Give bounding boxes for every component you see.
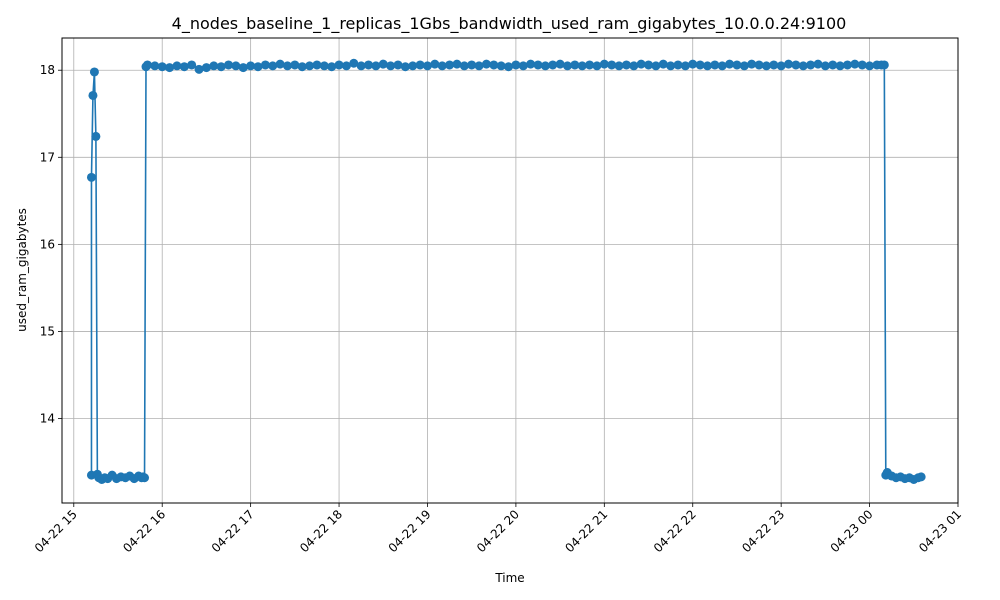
y-tick-label: 18: [40, 63, 55, 77]
data-point: [91, 132, 100, 141]
x-tick-label: 04-22 23: [739, 507, 787, 555]
x-tick-label: 04-22 21: [562, 507, 610, 555]
x-tick-label: 04-22 19: [386, 507, 434, 555]
y-tick-label: 14: [40, 412, 55, 426]
grid: [62, 38, 958, 503]
y-axis-label: used_ram_gigabytes: [15, 208, 29, 332]
x-axis-label: Time: [494, 571, 524, 585]
data-point: [88, 91, 97, 100]
series: [87, 59, 926, 484]
x-tick-label: 04-22 22: [651, 507, 699, 555]
x-tick-label: 04-22 15: [32, 507, 80, 555]
data-point: [87, 173, 96, 182]
x-tick-label: 04-23 00: [828, 507, 876, 555]
data-point: [90, 67, 99, 76]
x-tick-label: 04-23 01: [916, 507, 964, 555]
data-point: [880, 60, 889, 69]
y-tick-label: 15: [40, 324, 55, 338]
x-tick-label: 04-22 20: [474, 507, 522, 555]
data-point: [140, 473, 149, 482]
x-tick-label: 04-22 17: [209, 507, 257, 555]
x-tick-label: 04-22 18: [297, 507, 345, 555]
y-tick-label: 16: [40, 237, 55, 251]
plot-area-frame: [62, 38, 958, 503]
series-line: [91, 63, 921, 479]
data-point: [917, 472, 926, 481]
x-axis-ticks: 04-22 15 04-22 16 04-22 17 04-22 18 04-22 19…: [32, 503, 964, 555]
chart-title: 4_nodes_baseline_1_replicas_1Gbs_bandwid…: [172, 14, 847, 34]
y-tick-label: 17: [40, 150, 55, 164]
y-axis-ticks: 14 15 16 17 18: [40, 63, 62, 425]
x-tick-label: 04-22 16: [120, 507, 168, 555]
